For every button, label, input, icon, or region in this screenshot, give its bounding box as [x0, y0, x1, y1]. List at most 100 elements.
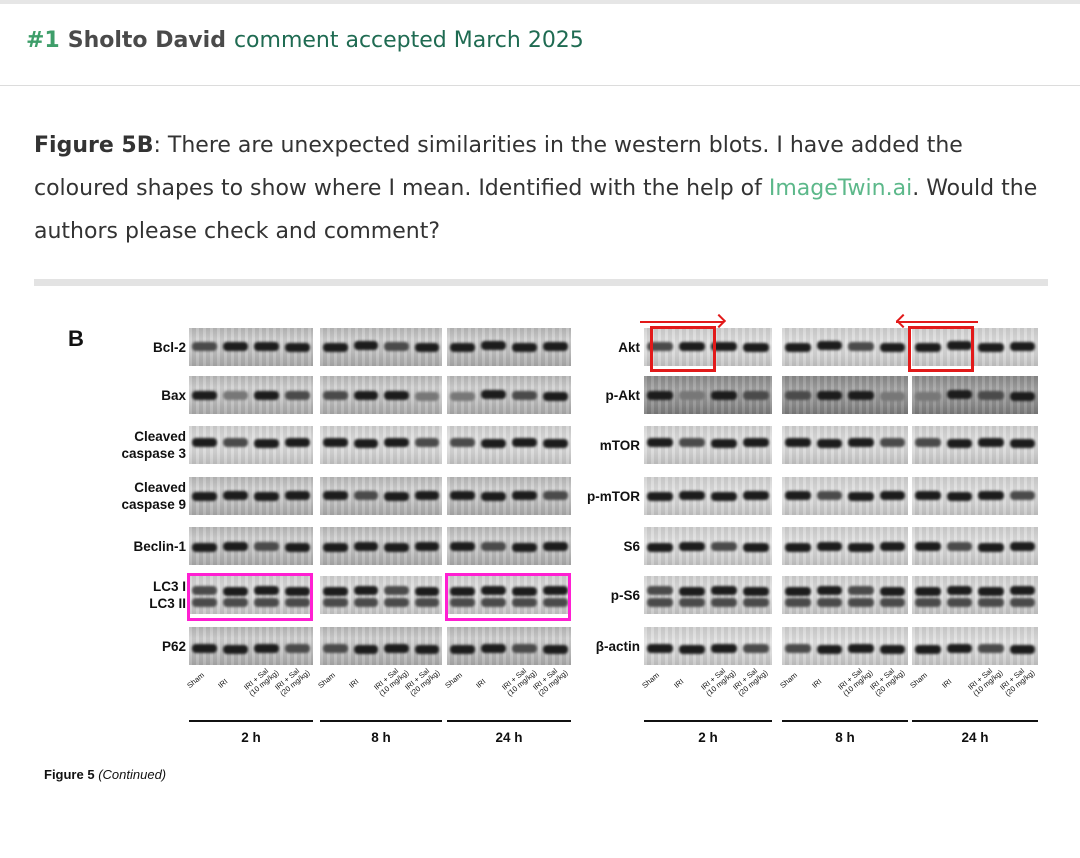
- blot-band: [915, 438, 941, 447]
- blot-band: [353, 542, 378, 551]
- blot-band: [414, 542, 439, 551]
- blot-band: [743, 598, 769, 607]
- blot-band: [848, 492, 874, 501]
- red-arrow-left: [896, 321, 978, 323]
- blot-band: [679, 645, 705, 654]
- blot-band: [743, 343, 769, 352]
- blot-band: [679, 391, 705, 400]
- blot-band: [1009, 491, 1035, 500]
- blot-band: [711, 586, 737, 595]
- blot-band: [647, 586, 673, 595]
- blot-band: [915, 392, 941, 401]
- blot-band: [946, 644, 972, 653]
- blot-band: [879, 491, 905, 500]
- left-blot-strip: [447, 376, 571, 414]
- top-rule: [0, 0, 1080, 4]
- blot-band: [450, 392, 475, 401]
- blot-band: [254, 598, 279, 607]
- comment-header: #1 Sholto David comment accepted March 2…: [26, 28, 584, 64]
- blot-band: [512, 491, 537, 500]
- left-blot-strip: [447, 426, 571, 464]
- right-lane-label: Sham: [778, 670, 800, 690]
- section-divider: [34, 279, 1048, 286]
- blot-band: [1009, 598, 1035, 607]
- right-time-label: 8 h: [835, 730, 855, 745]
- blot-band: [1009, 542, 1035, 551]
- right-blot-strip: [912, 477, 1038, 515]
- blot-band: [481, 644, 506, 653]
- left-blot-strip: [320, 328, 442, 366]
- blot-band: [450, 491, 475, 500]
- blot-band: [450, 598, 475, 607]
- blot-band: [384, 342, 409, 351]
- blot-band: [1009, 342, 1035, 351]
- imagetwin-link[interactable]: ImageTwin.ai: [768, 176, 913, 201]
- blot-band: [323, 391, 348, 400]
- blot-band: [192, 644, 217, 653]
- blot-band: [414, 392, 439, 401]
- blot-band: [223, 491, 248, 500]
- blot-band: [192, 438, 217, 447]
- blot-band: [978, 438, 1004, 447]
- left-blot-strip: [189, 477, 313, 515]
- blot-band: [816, 391, 842, 400]
- right-lane-label: IRI: [672, 676, 686, 690]
- blot-band: [414, 598, 439, 607]
- blot-band: [414, 645, 439, 654]
- left-blot-strip: [189, 627, 313, 665]
- left-lane-label: IRI: [346, 676, 360, 690]
- left-lane-label: IRI + Sal (20 mg/kg): [402, 666, 441, 698]
- left-row-label: P62: [161, 638, 186, 654]
- comment-number[interactable]: #1: [26, 28, 60, 53]
- blot-band: [711, 342, 737, 351]
- caption-label: Figure 5: [44, 767, 95, 782]
- blot-band: [353, 491, 378, 500]
- blot-band: [978, 491, 1004, 500]
- blot-band: [512, 391, 537, 400]
- blot-band: [543, 392, 568, 401]
- right-row-label: β-actin: [595, 638, 640, 654]
- blot-band: [223, 342, 248, 351]
- caption-note: (Continued): [98, 767, 167, 782]
- left-lane-label: IRI + Sal (10 mg/kg): [242, 666, 281, 698]
- right-lane-label: IRI + Sal (20 mg/kg): [867, 666, 906, 698]
- comment-body: Figure 5B: There are unexpected similari…: [34, 124, 1064, 253]
- right-row-label: p-Akt: [605, 387, 641, 403]
- blot-band: [384, 492, 409, 501]
- blot-band: [481, 439, 506, 448]
- blot-band: [978, 543, 1004, 552]
- left-row-label: Cleaved caspase 3: [121, 429, 186, 461]
- blot-band: [978, 598, 1004, 607]
- right-blot-strip: [644, 376, 772, 414]
- blot-band: [647, 543, 673, 552]
- blot-band: [543, 542, 568, 551]
- blot-band: [978, 391, 1004, 400]
- blot-band: [481, 390, 506, 399]
- comment-author[interactable]: Sholto David: [67, 28, 226, 53]
- blot-band: [946, 598, 972, 607]
- right-lane-label: IRI + Sal (20 mg/kg): [731, 666, 770, 698]
- right-blot-strip: [782, 576, 908, 614]
- left-lane-label: IRI: [474, 676, 488, 690]
- blot-band: [711, 598, 737, 607]
- blot-band: [743, 644, 769, 653]
- blot-band: [223, 598, 248, 607]
- right-blot-strip: [912, 527, 1038, 565]
- blot-band: [647, 391, 673, 400]
- blot-band: [679, 542, 705, 551]
- blot-band: [785, 587, 811, 596]
- blot-band: [223, 542, 248, 551]
- blot-band: [915, 343, 941, 352]
- right-row-label: S6: [623, 538, 640, 554]
- blot-band: [743, 438, 769, 447]
- blot-band: [647, 438, 673, 447]
- blot-band: [848, 543, 874, 552]
- blot-band: [711, 439, 737, 448]
- blot-band: [743, 543, 769, 552]
- blot-band: [450, 645, 475, 654]
- blot-band: [512, 543, 537, 552]
- blot-band: [353, 439, 378, 448]
- right-blot-strip: [644, 477, 772, 515]
- blot-band: [946, 586, 972, 595]
- blot-band: [481, 542, 506, 551]
